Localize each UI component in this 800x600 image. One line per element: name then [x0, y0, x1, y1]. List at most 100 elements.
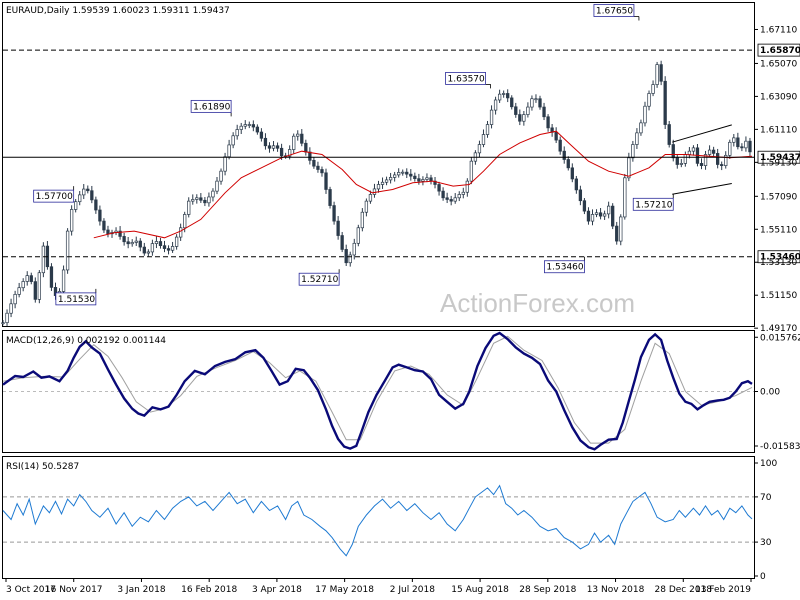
date-axis-label: 16 Feb 2018	[181, 585, 237, 595]
candle-body	[562, 150, 566, 160]
moving-average-line	[93, 130, 753, 239]
level-label-box	[757, 150, 800, 164]
candle-body	[368, 194, 373, 202]
candle-body	[352, 242, 356, 256]
candle-body	[724, 154, 728, 166]
candle-body	[21, 281, 25, 289]
candle-body	[360, 211, 364, 229]
candle-body	[506, 93, 510, 99]
candle-body	[364, 200, 369, 213]
candle-body	[235, 129, 239, 137]
price-axis-label: 1.57090	[760, 192, 797, 202]
candle-body	[594, 212, 599, 215]
price-axis-label: 1.51150	[760, 291, 797, 301]
candle-body	[627, 157, 631, 179]
candle-body	[405, 171, 409, 175]
candle-body	[130, 242, 134, 245]
candle-body	[336, 220, 340, 236]
annotation-box	[544, 260, 585, 274]
candle-body	[65, 230, 70, 271]
annotation-label: 1.53460	[546, 263, 583, 273]
candle-body	[740, 146, 744, 149]
candle-body	[481, 134, 486, 145]
candle-body	[118, 230, 122, 237]
candle-body	[324, 172, 328, 190]
candle-body	[146, 251, 151, 254]
candle-body	[401, 171, 405, 174]
candle-body	[29, 275, 33, 282]
annotation-label: 1.67650	[596, 6, 633, 16]
price-axis-label: 1.63090	[760, 92, 797, 102]
candle-body	[304, 142, 308, 153]
candle-body	[207, 196, 211, 204]
candle-body	[195, 197, 199, 200]
candle-body	[288, 149, 292, 157]
candle-body	[86, 188, 90, 192]
candle-body	[13, 294, 17, 305]
rsi-axis-label: 30	[760, 538, 772, 548]
candle-body	[461, 191, 465, 195]
candle-body	[33, 281, 37, 300]
candle-body	[9, 303, 13, 314]
candle-body	[453, 197, 457, 202]
rsi-line	[2, 484, 753, 557]
watermark: ActionForex.com	[440, 288, 635, 318]
candle-body	[647, 93, 651, 107]
candle-body	[518, 114, 522, 122]
candle-body	[582, 200, 587, 212]
candle-body	[308, 151, 312, 161]
candle-body	[356, 227, 360, 244]
candle-body	[542, 106, 546, 118]
candle-body	[41, 245, 46, 274]
price-axis-label: 1.55110	[760, 225, 797, 235]
candle-body	[736, 137, 740, 148]
annotation-box	[445, 72, 486, 85]
candle-body	[74, 201, 78, 210]
candle-body	[158, 241, 163, 247]
candle-body	[570, 167, 574, 180]
candle-body	[94, 199, 98, 211]
candle-body	[671, 144, 675, 159]
annotation-box	[298, 272, 340, 286]
candle-body	[574, 178, 578, 191]
price-panel-header: EURAUD,Daily 1.59539 1.60023 1.59311 1.5…	[6, 6, 230, 16]
candle-body	[154, 241, 159, 244]
candle-body	[134, 240, 138, 243]
date-axis-label: 15 Aug 2018	[451, 585, 509, 595]
candle-body	[554, 131, 558, 141]
candle-body	[102, 220, 106, 231]
candle-body	[720, 164, 724, 166]
candle-body	[429, 177, 433, 182]
candle-body	[558, 139, 562, 152]
candle-body	[98, 209, 102, 222]
annotation-label: 1.52710	[301, 275, 338, 285]
candle-body	[271, 145, 276, 149]
candle-body	[728, 141, 732, 156]
candle-body	[493, 99, 498, 111]
channel-lower-line	[672, 182, 732, 195]
candle-body	[469, 160, 474, 182]
candle-body	[421, 179, 425, 182]
candle-body	[651, 84, 655, 94]
candle-body	[675, 157, 679, 165]
candle-body	[707, 149, 712, 155]
candle-body	[615, 225, 619, 242]
candle-body	[227, 144, 231, 158]
candle-body	[162, 245, 167, 249]
candle-body	[106, 229, 110, 235]
annotation-label: 1.57700	[36, 192, 73, 202]
channel-upper-line	[672, 124, 732, 143]
level-label-box	[757, 43, 800, 57]
annotation-box	[33, 189, 75, 203]
candle-body	[279, 147, 284, 157]
level-label-box	[757, 250, 800, 264]
candle-body	[292, 135, 296, 150]
candle-body	[683, 154, 688, 164]
candle-body	[1, 322, 5, 325]
candle-body	[61, 269, 66, 292]
candle-body	[138, 240, 142, 248]
candle-body	[49, 266, 54, 288]
candle-body	[417, 178, 421, 182]
candle-body	[445, 197, 449, 200]
